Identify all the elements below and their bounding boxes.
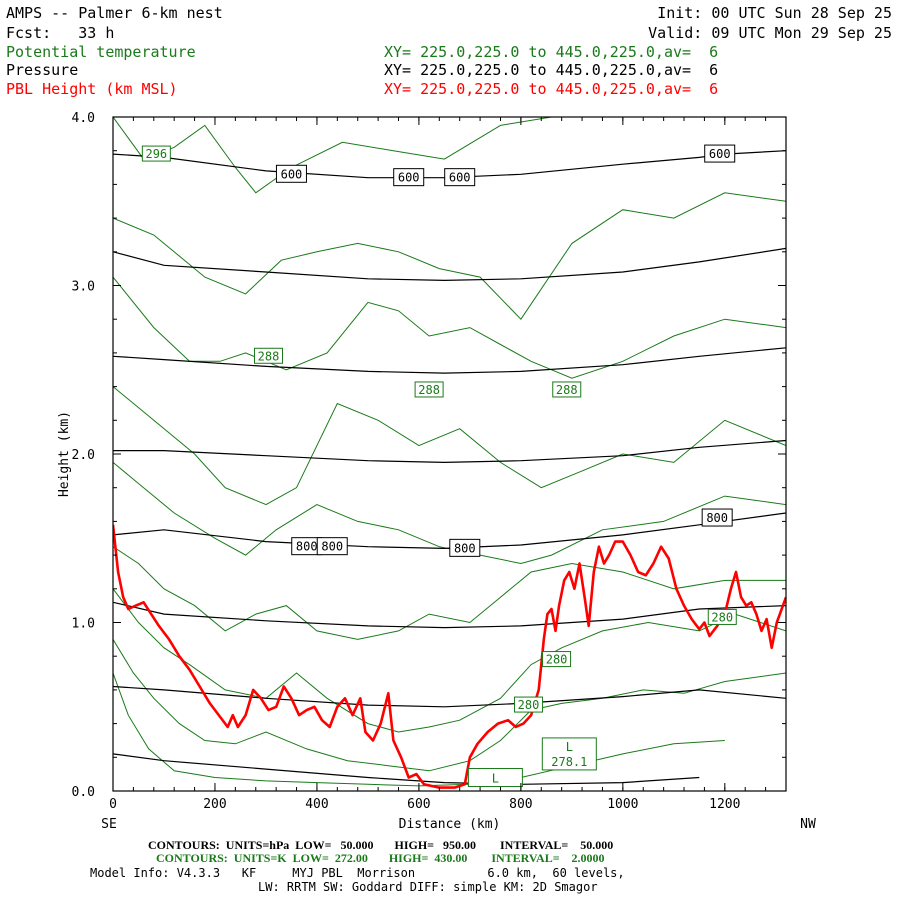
theta-label-280: 280 <box>518 698 540 712</box>
init-time: Init: 00 UTC Sun 28 Sep 25 <box>657 4 892 22</box>
x-tick-label: 600 <box>407 797 430 812</box>
theta-label-280: 280 <box>711 610 733 624</box>
contours-theta-info: CONTOURS: UNITS=K LOW= 272.00 HIGH= 430.… <box>156 851 605 865</box>
x-axis-left-end-label: SE <box>101 817 117 832</box>
y-tick-label: 3.0 <box>72 280 95 295</box>
pbl-height-line <box>113 524 786 789</box>
pressure-label-box <box>704 144 736 163</box>
pressure-label-box <box>316 537 348 556</box>
theta-contour-4 <box>113 462 786 565</box>
pressure-contour-7 <box>113 753 700 785</box>
field-pbl-xy: XY= 225.0,225.0 to 445.0,225.0,av= 6 <box>384 80 719 98</box>
theta-label-288: 288 <box>418 383 440 397</box>
theta-label-288: 288 <box>556 383 578 397</box>
x-tick-label: 800 <box>509 797 532 812</box>
chart-title: AMPS -- Palmer 6-km nest <box>6 4 223 22</box>
pressure-label-600: 600 <box>449 171 471 185</box>
pressure-label-600: 600 <box>281 167 303 181</box>
pressure-label-800: 800 <box>706 511 728 525</box>
forecast-hour: Fcst: 33 h <box>6 24 115 42</box>
theta-low-marker: L <box>492 772 499 786</box>
theta-label-box <box>254 347 284 364</box>
pressure-label-box <box>444 168 476 187</box>
theta-contour-2 <box>113 276 786 379</box>
y-tick-label: 2.0 <box>72 448 95 463</box>
theta-contour-7 <box>113 639 786 772</box>
pressure-label-600: 600 <box>398 171 420 185</box>
x-tick-label: 0 <box>109 797 117 812</box>
x-axis-title: Distance (km) <box>399 817 501 832</box>
x-tick-label: 200 <box>203 797 226 812</box>
theta-label-box <box>552 381 582 398</box>
theta-label-box <box>141 145 171 162</box>
field-theta-xy: XY= 225.0,225.0 to 445.0,225.0,av= 6 <box>384 43 719 61</box>
theta-low-box <box>467 768 523 788</box>
x-axis-right-end-label: NW <box>800 817 816 832</box>
model-info-line1: Model Info: V4.3.3 KF MYJ PBL Morrison 6… <box>90 866 625 880</box>
theta-low-value: 278.1 <box>551 755 587 769</box>
pressure-contour-4 <box>113 512 786 550</box>
pressure-label-800: 800 <box>454 541 476 555</box>
field-pressure-label: Pressure <box>6 61 79 79</box>
pressure-label-600: 600 <box>709 147 731 161</box>
pressure-label-box <box>701 508 733 527</box>
pressure-contour-3 <box>113 439 786 464</box>
pressure-label-800: 800 <box>321 540 343 554</box>
theta-low-box <box>541 737 597 771</box>
plot-frame <box>112 116 787 792</box>
pressure-label-box <box>449 538 481 557</box>
theta-low-marker: L <box>566 740 573 754</box>
theta-contour-3 <box>113 386 786 506</box>
theta-label-288: 288 <box>258 349 280 363</box>
valid-time: Valid: 09 UTC Mon 29 Sep 25 <box>648 24 892 42</box>
theta-label-box <box>514 696 544 713</box>
pressure-contour-1 <box>113 247 786 282</box>
field-theta-label: Potential temperature <box>6 43 196 61</box>
y-tick-label: 0.0 <box>72 785 95 800</box>
pressure-label-box <box>393 168 425 187</box>
pressure-label-box <box>275 164 307 183</box>
theta-label-296: 296 <box>145 147 167 161</box>
y-tick-label: 1.0 <box>72 617 95 632</box>
pressure-contour-5 <box>113 601 786 629</box>
field-pbl-label: PBL Height (km MSL) <box>6 80 178 98</box>
theta-contour-8 <box>113 672 725 787</box>
x-tick-label: 1200 <box>709 797 740 812</box>
x-tick-label: 1000 <box>607 797 638 812</box>
theta-contour-0 <box>113 117 552 194</box>
theta-label-box <box>542 651 572 668</box>
theta-label-box <box>414 381 444 398</box>
contours-pressure-info: CONTOURS: UNITS=hPa LOW= 50.000 HIGH= 95… <box>148 838 614 852</box>
theta-label-box <box>707 608 737 625</box>
field-pressure-xy: XY= 225.0,225.0 to 445.0,225.0,av= 6 <box>384 61 719 79</box>
theta-contour-1 <box>113 192 786 320</box>
x-tick-label: 400 <box>305 797 328 812</box>
theta-label-280: 280 <box>546 653 568 667</box>
pressure-contour-2 <box>113 347 786 374</box>
model-info-line2: LW: RRTM SW: Goddard DIFF: simple KM: 2D… <box>258 880 598 894</box>
pressure-label-800: 800 <box>296 540 318 554</box>
y-tick-label: 4.0 <box>72 111 95 126</box>
theta-contour-5 <box>113 546 786 640</box>
y-axis-title: Height (km) <box>57 411 72 497</box>
theta-contour-6 <box>113 588 786 733</box>
pressure-contour-6 <box>113 685 786 708</box>
